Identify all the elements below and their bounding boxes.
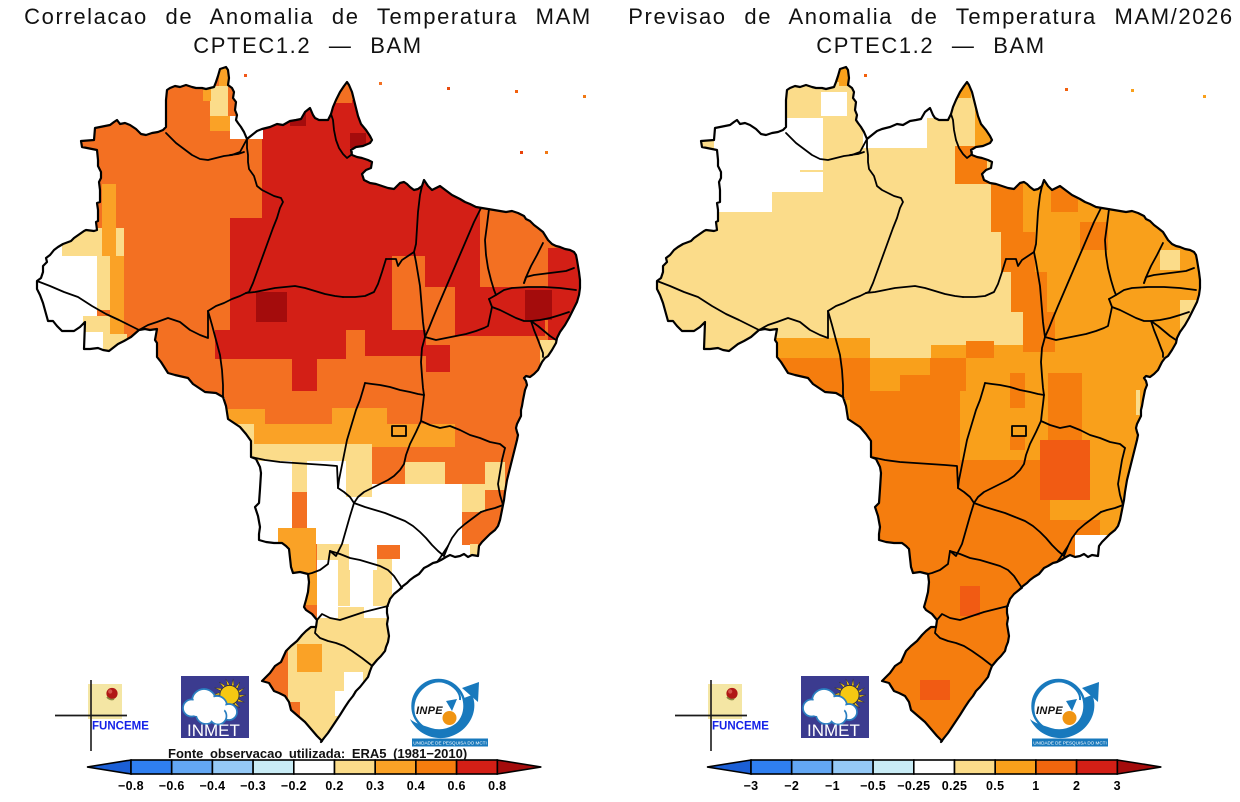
- svg-text:−0.2: −0.2: [281, 779, 307, 793]
- svg-text:FUNCEME: FUNCEME: [712, 721, 769, 733]
- svg-text:3: 3: [1114, 779, 1121, 793]
- svg-text:0.4: 0.4: [407, 779, 425, 793]
- svg-text:−0.4: −0.4: [199, 779, 225, 793]
- svg-text:−0.8: −0.8: [118, 779, 144, 793]
- svg-text:UNIDADE DE PESQUISA DO MCTI: UNIDADE DE PESQUISA DO MCTI: [413, 740, 487, 745]
- svg-text:0.8: 0.8: [488, 779, 506, 793]
- svg-text:0.2: 0.2: [325, 779, 343, 793]
- svg-text:INMET: INMET: [187, 721, 240, 740]
- svg-text:−0.5: −0.5: [860, 779, 886, 793]
- svg-text:0.6: 0.6: [447, 779, 465, 793]
- svg-text:−0.6: −0.6: [159, 779, 185, 793]
- svg-text:0.3: 0.3: [366, 779, 384, 793]
- svg-text:1: 1: [1032, 779, 1039, 793]
- svg-text:FUNCEME: FUNCEME: [92, 721, 149, 733]
- svg-text:−0.25: −0.25: [897, 779, 930, 793]
- svg-text:−2: −2: [784, 779, 799, 793]
- svg-text:−3: −3: [744, 779, 759, 793]
- svg-text:−1: −1: [825, 779, 840, 793]
- svg-text:INPE: INPE: [1036, 705, 1063, 717]
- svg-text:UNIDADE DE PESQUISA DO MCTI: UNIDADE DE PESQUISA DO MCTI: [1033, 740, 1107, 745]
- svg-text:0.25: 0.25: [942, 779, 968, 793]
- svg-text:0.5: 0.5: [986, 779, 1004, 793]
- svg-text:2: 2: [1073, 779, 1080, 793]
- svg-text:INPE: INPE: [416, 705, 443, 717]
- svg-text:INMET: INMET: [807, 721, 860, 740]
- svg-text:−0.3: −0.3: [240, 779, 266, 793]
